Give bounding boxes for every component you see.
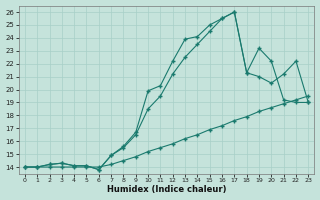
X-axis label: Humidex (Indice chaleur): Humidex (Indice chaleur) bbox=[107, 185, 226, 194]
